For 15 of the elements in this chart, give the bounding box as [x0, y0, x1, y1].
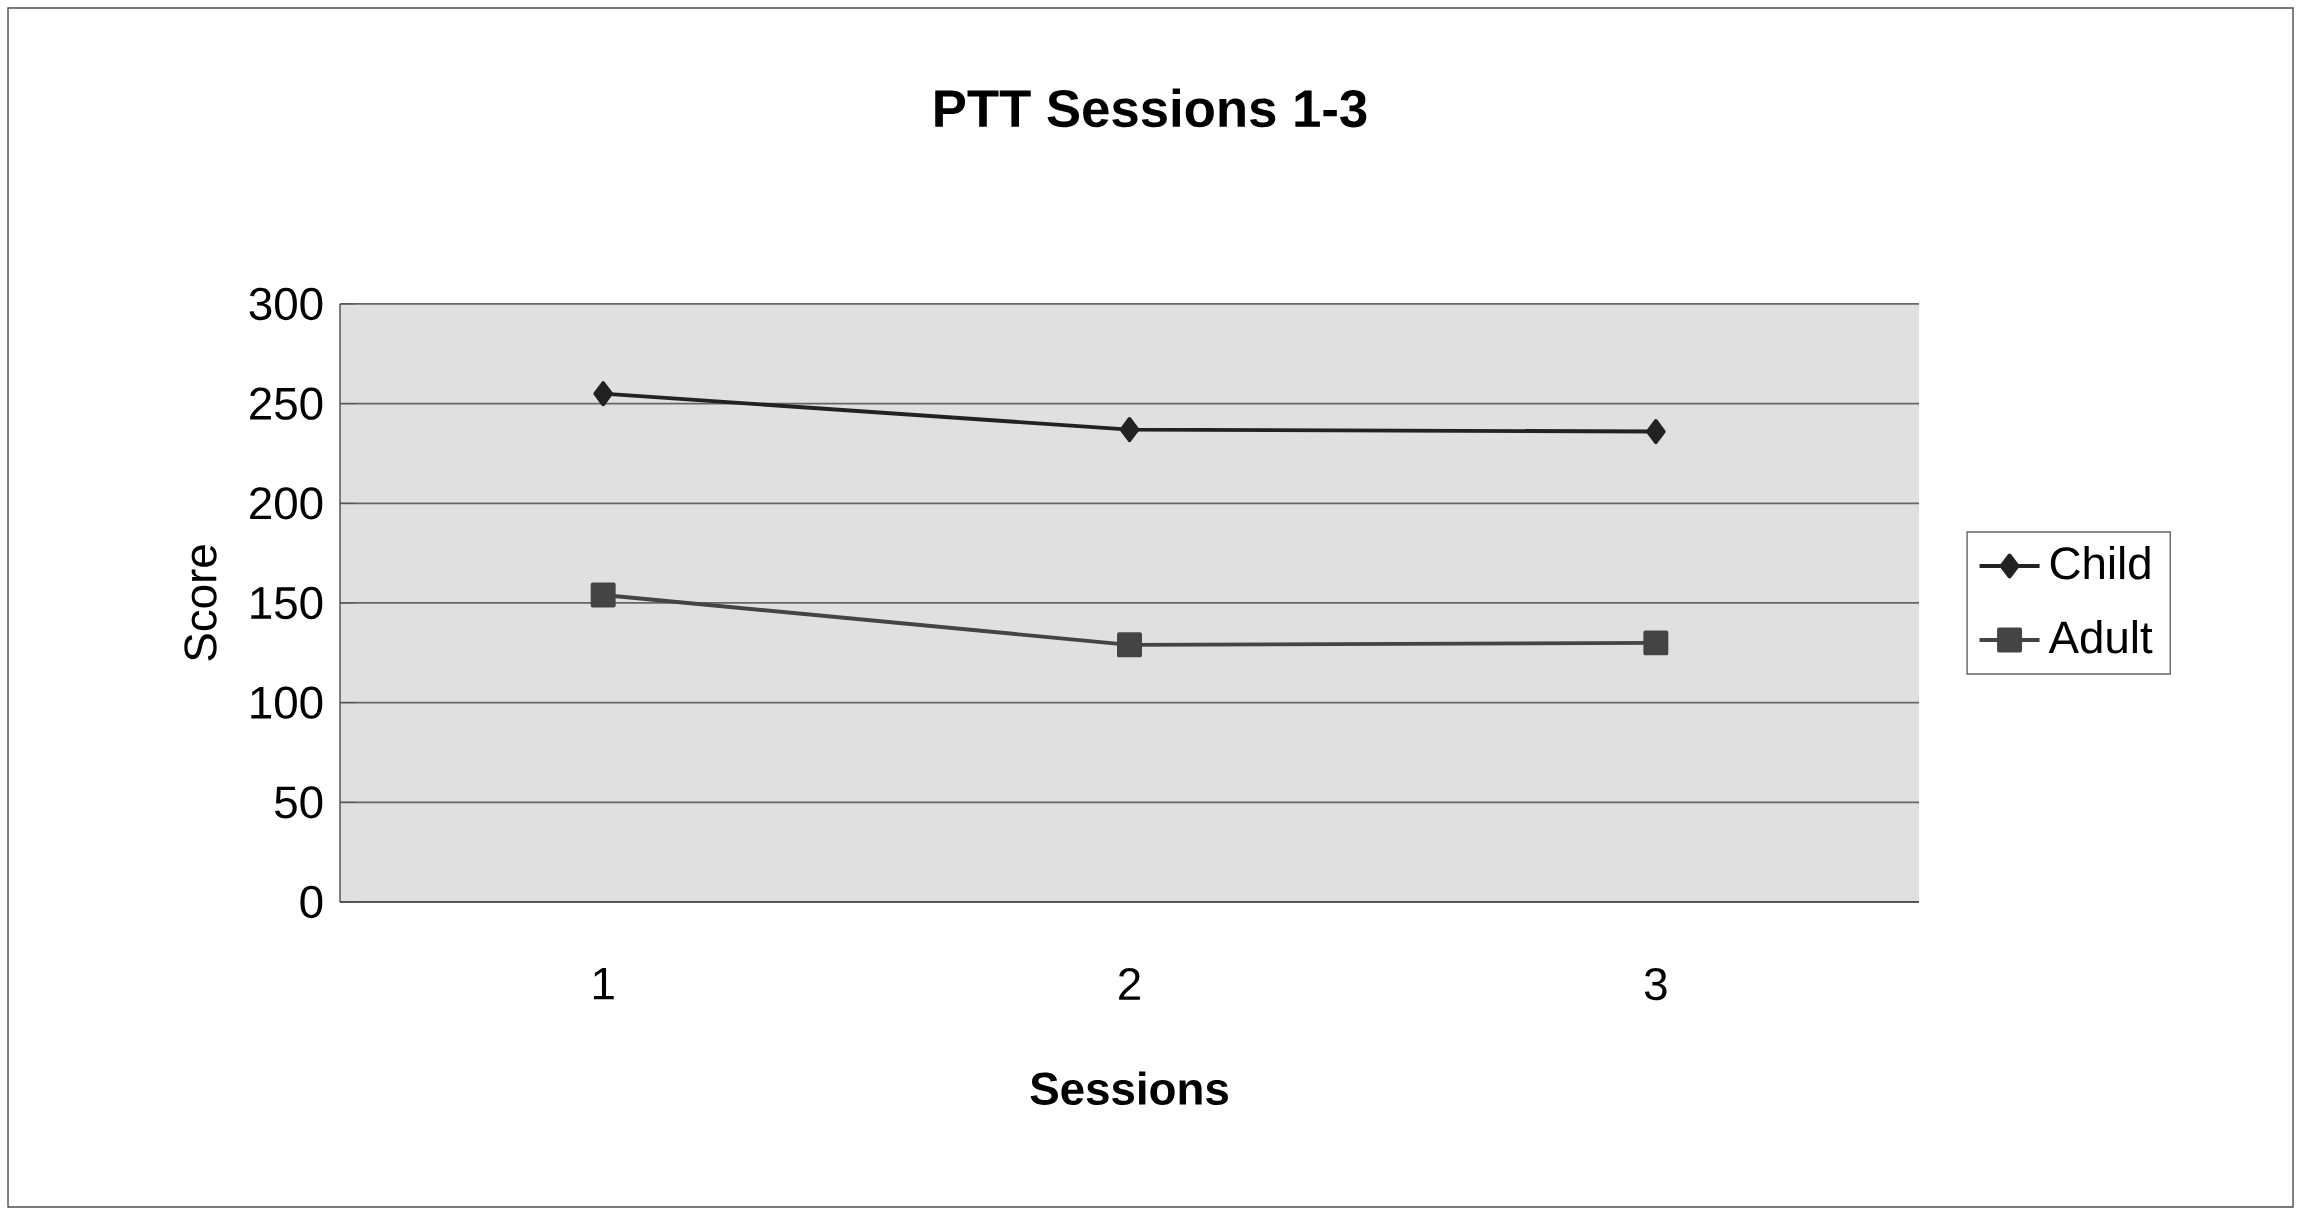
y-tick-label: 100: [251, 686, 323, 719]
y-tick-label: 0: [300, 885, 323, 919]
legend-label: Adult: [2048, 619, 2153, 654]
x-tick-label: 2: [1119, 967, 1140, 1000]
y-tick-label: 50: [275, 786, 323, 819]
x-tick-label: 3: [1644, 967, 1667, 1001]
y-tick-label: 250: [250, 387, 323, 420]
chart-title: PTT Sessions 1-3: [935, 88, 1367, 128]
x-tick-label: 1: [593, 967, 614, 1000]
y-axis-title: Score: [184, 545, 217, 661]
y-tick-label: 150: [251, 586, 323, 620]
x-axis-title: Sessions: [1030, 1071, 1228, 1105]
y-tick-label: 300: [249, 287, 323, 321]
legend-label: Child: [2050, 545, 2150, 580]
y-tick-label: 200: [250, 487, 323, 520]
